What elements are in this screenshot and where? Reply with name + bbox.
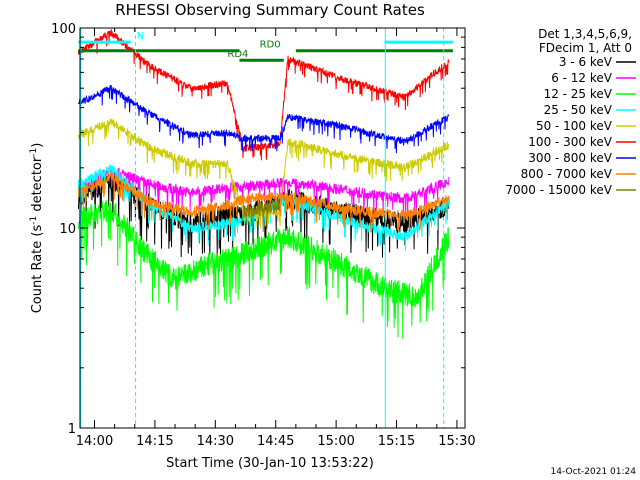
plot-area: RD0 RD4 N 1 10 100 14:00 14:15 14:30 14:45 15:00 15… [51, 22, 476, 449]
y-axis-label: Count Rate (s-1 detector-1) [29, 143, 45, 314]
legend-header-line-2: FDecim 1, Att 0 [539, 41, 632, 55]
legend-label-8: 7000 - 15000 keV [505, 183, 612, 197]
x-tick-label-5: 15:15 [378, 434, 415, 449]
legend-label-7: 800 - 7000 keV [521, 167, 613, 181]
x-tick-label-6: 15:30 [438, 434, 475, 449]
annotation-label-2: N [137, 31, 144, 42]
y-tick-label-0: 1 [68, 422, 76, 437]
legend-label-3: 25 - 50 keV [544, 103, 613, 117]
legend-label-6: 300 - 800 keV [528, 151, 612, 165]
y-tick-label-1: 10 [59, 222, 76, 237]
x-tick-label-2: 14:30 [197, 434, 234, 449]
legend-label-1: 6 - 12 keV [551, 71, 613, 85]
annotation-label-1: RD4 [227, 49, 248, 60]
series-line-5 [77, 28, 450, 161]
legend-label-5: 100 - 300 keV [528, 135, 612, 149]
legend-label-0: 3 - 6 keV [559, 55, 613, 69]
legend-header-line-1: Det 1,3,4,5,6,9, [538, 27, 632, 41]
footer-timestamp: 14-Oct-2021 01:24 [551, 467, 637, 477]
legend: Det 1,3,4,5,6,9, FDecim 1, Att 0 3 - 6 k… [505, 27, 636, 197]
series-line-2 [77, 199, 450, 339]
series-line-7 [77, 171, 450, 233]
x-tick-label-3: 14:45 [257, 434, 294, 449]
series-line-8 [243, 198, 281, 232]
series-line-6 [77, 84, 450, 154]
x-tick-label-0: 14:00 [76, 434, 113, 449]
y-tick-label-2: 100 [51, 22, 76, 37]
chart-title: RHESSI Observing Summary Count Rates [115, 1, 425, 19]
series-line-1 [77, 167, 450, 218]
x-tick-label-4: 15:00 [317, 434, 354, 449]
legend-label-4: 50 - 100 keV [536, 119, 613, 133]
legend-label-2: 12 - 25 keV [544, 87, 613, 101]
y-axis-label-group: Count Rate (s-1 detector-1) [29, 143, 45, 314]
x-tick-label-1: 14:15 [136, 434, 173, 449]
annotation-label-0: RD0 [260, 40, 281, 51]
x-axis-label: Start Time (30-Jan-10 13:53:22) [166, 456, 374, 471]
